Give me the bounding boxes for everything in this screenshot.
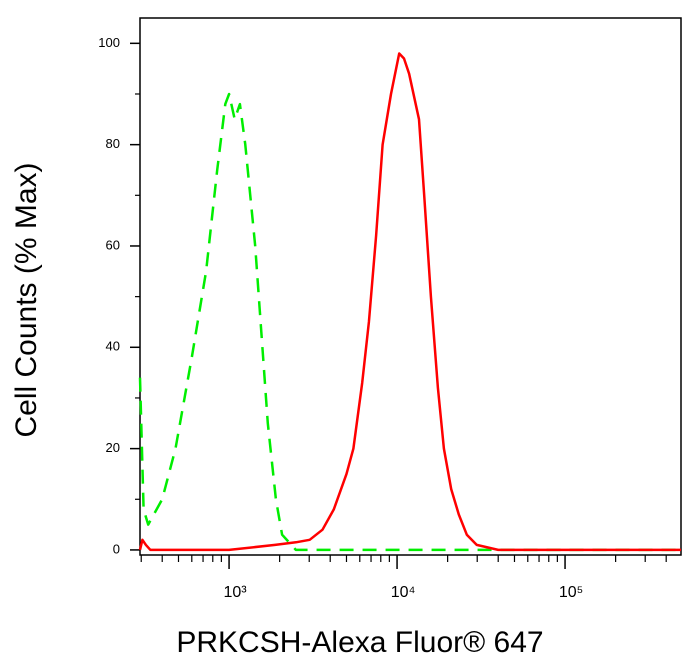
x-tick-label: 10⁴	[391, 584, 416, 601]
histogram-line	[138, 92, 681, 552]
y-tick-label: 100	[98, 35, 120, 50]
y-tick-label: 0	[113, 541, 120, 556]
y-tick-label: 60	[106, 237, 120, 252]
plot-frame	[139, 17, 682, 556]
x-tick-label: 10⁵	[559, 584, 583, 601]
histogram-line	[138, 52, 681, 552]
y-tick-label: 20	[106, 440, 120, 455]
y-tick-label: 80	[106, 136, 120, 151]
x-axis-label: PRKCSH-Alexa Fluor® 647	[176, 626, 543, 659]
x-tick-label: 10³	[224, 584, 248, 601]
y-tick-label: 40	[106, 339, 120, 354]
y-axis-label: Cell Counts (% Max)	[10, 162, 43, 437]
